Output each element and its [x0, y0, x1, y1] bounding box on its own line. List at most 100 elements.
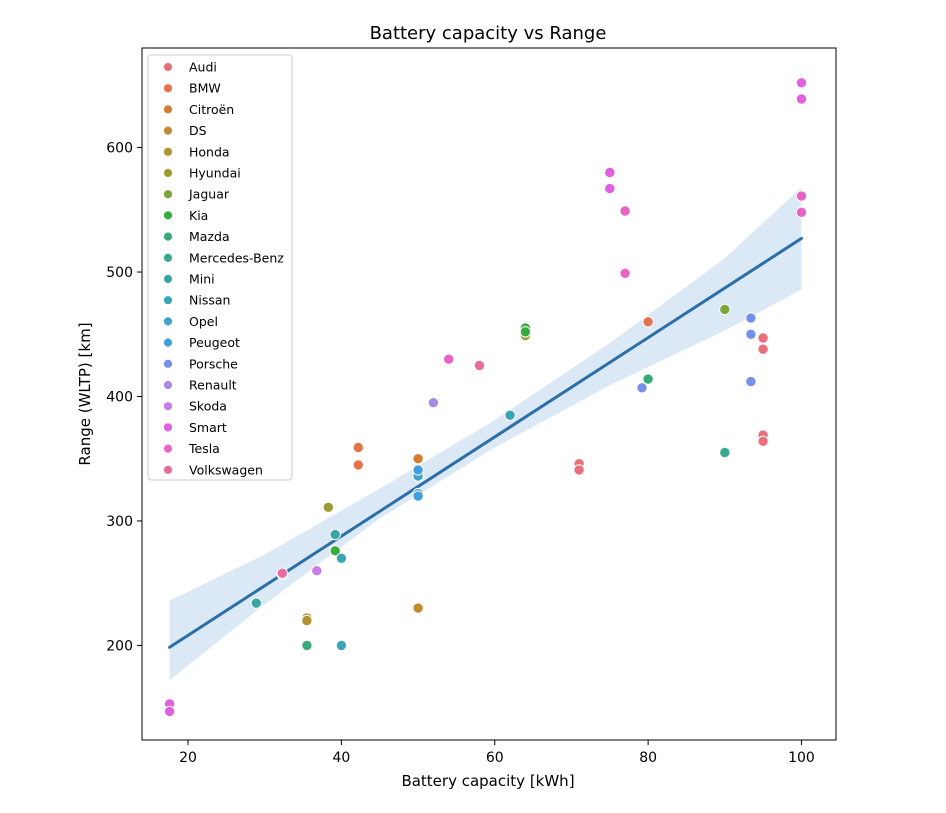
data-point — [519, 326, 532, 338]
legend-label: Tesla — [188, 441, 220, 456]
data-point — [757, 343, 769, 355]
y-tick-label: 500 — [106, 265, 133, 281]
y-tick-label: 600 — [106, 141, 133, 157]
legend-box — [147, 54, 293, 481]
regression-line-layer — [168, 236, 803, 649]
data-point — [604, 182, 616, 195]
data-point — [573, 464, 585, 476]
y-tick-label: 300 — [106, 514, 133, 530]
data-point — [642, 316, 654, 328]
y-tick-label: 200 — [106, 638, 133, 654]
y-axis-label: Range (WLTP) [km] — [76, 322, 94, 465]
x-tick-label: 80 — [639, 750, 657, 766]
legend-marker — [162, 401, 174, 412]
data-point — [301, 614, 313, 627]
legend-marker — [162, 61, 174, 73]
data-point — [335, 639, 348, 652]
legend-label: Smart — [189, 420, 227, 435]
legend-marker — [162, 295, 174, 306]
legend-marker — [162, 167, 174, 179]
data-point — [719, 446, 731, 459]
x-tick-label: 100 — [788, 750, 815, 766]
data-point — [745, 328, 757, 340]
legend-label: Porsche — [189, 356, 238, 371]
legend-marker — [162, 273, 174, 285]
data-point — [352, 459, 364, 471]
chart-title: Battery capacity vs Range — [370, 23, 607, 44]
data-point — [604, 166, 616, 179]
legend-label: Volkswagen — [189, 462, 263, 477]
legend-label: Mazda — [189, 229, 230, 244]
legend-marker — [162, 337, 174, 348]
legend-label: Kia — [189, 208, 208, 223]
data-point — [352, 441, 364, 454]
data-point — [745, 312, 757, 324]
legend-label: Peugeot — [189, 335, 240, 350]
data-point — [504, 409, 516, 421]
x-tick-label: 40 — [332, 750, 350, 766]
data-point — [329, 545, 341, 557]
legend-marker — [162, 358, 174, 369]
data-point — [473, 359, 486, 372]
data-point — [795, 206, 808, 219]
legend-label: Honda — [189, 144, 230, 159]
y-tick-label: 400 — [106, 389, 133, 405]
confidence-band-layer — [169, 187, 802, 681]
data-point — [619, 205, 631, 217]
regression-line — [168, 236, 803, 649]
legend-marker — [162, 422, 174, 433]
data-point — [276, 567, 288, 579]
legend-marker — [162, 231, 174, 242]
data-point — [427, 397, 440, 409]
data-point — [322, 501, 334, 513]
data-point — [250, 597, 262, 609]
legend-label: BMW — [189, 81, 221, 96]
data-point — [301, 639, 313, 652]
data-point — [619, 267, 631, 279]
y-axis-ticks: 200 300 400 500 600 — [106, 141, 142, 654]
legend-label: Audi — [189, 60, 217, 75]
legend-label: Mini — [189, 272, 215, 287]
x-axis-label: Battery capacity [kWh] — [401, 772, 574, 790]
x-tick-label: 60 — [486, 750, 504, 766]
data-point — [443, 353, 455, 365]
legend-marker — [162, 125, 174, 136]
data-point — [163, 705, 176, 718]
data-points-layer — [163, 77, 808, 718]
legend-marker — [162, 146, 174, 157]
legend-label: Opel — [189, 314, 218, 329]
legend-marker — [162, 210, 174, 221]
legend-marker — [162, 189, 174, 200]
legend-marker — [162, 252, 174, 263]
x-axis-ticks: 20 40 60 80 100 — [179, 740, 815, 766]
data-point — [719, 303, 731, 316]
legend-marker — [162, 104, 174, 115]
legend-label: Hyundai — [189, 166, 241, 181]
plot-frame — [141, 47, 837, 741]
confidence-band — [169, 187, 802, 681]
data-point — [311, 565, 323, 577]
legend-marker — [162, 379, 174, 391]
x-tick-label: 20 — [179, 750, 197, 766]
legend-label: DS — [189, 123, 207, 138]
legend-label: Mercedes-Benz — [189, 250, 284, 265]
data-point — [745, 375, 757, 388]
legend-label: Renault — [189, 378, 237, 393]
data-point — [329, 528, 341, 541]
legend-label: Citroën — [189, 102, 234, 117]
legend: Audi BMW Citroën DS Honda Hyundai Jaguar Kia Maz… — [147, 54, 293, 481]
legend-marker — [162, 316, 174, 327]
legend-label: Skoda — [189, 399, 227, 414]
legend-marker — [162, 443, 174, 454]
data-point — [757, 332, 769, 344]
data-point — [642, 373, 654, 385]
legend-marker — [162, 464, 174, 475]
legend-items: Audi BMW Citroën DS Honda Hyundai Jaguar Kia Maz… — [162, 60, 284, 477]
data-point — [412, 602, 424, 614]
data-point — [412, 490, 424, 502]
data-point — [795, 77, 808, 89]
data-point — [636, 382, 648, 394]
data-point — [335, 552, 348, 564]
